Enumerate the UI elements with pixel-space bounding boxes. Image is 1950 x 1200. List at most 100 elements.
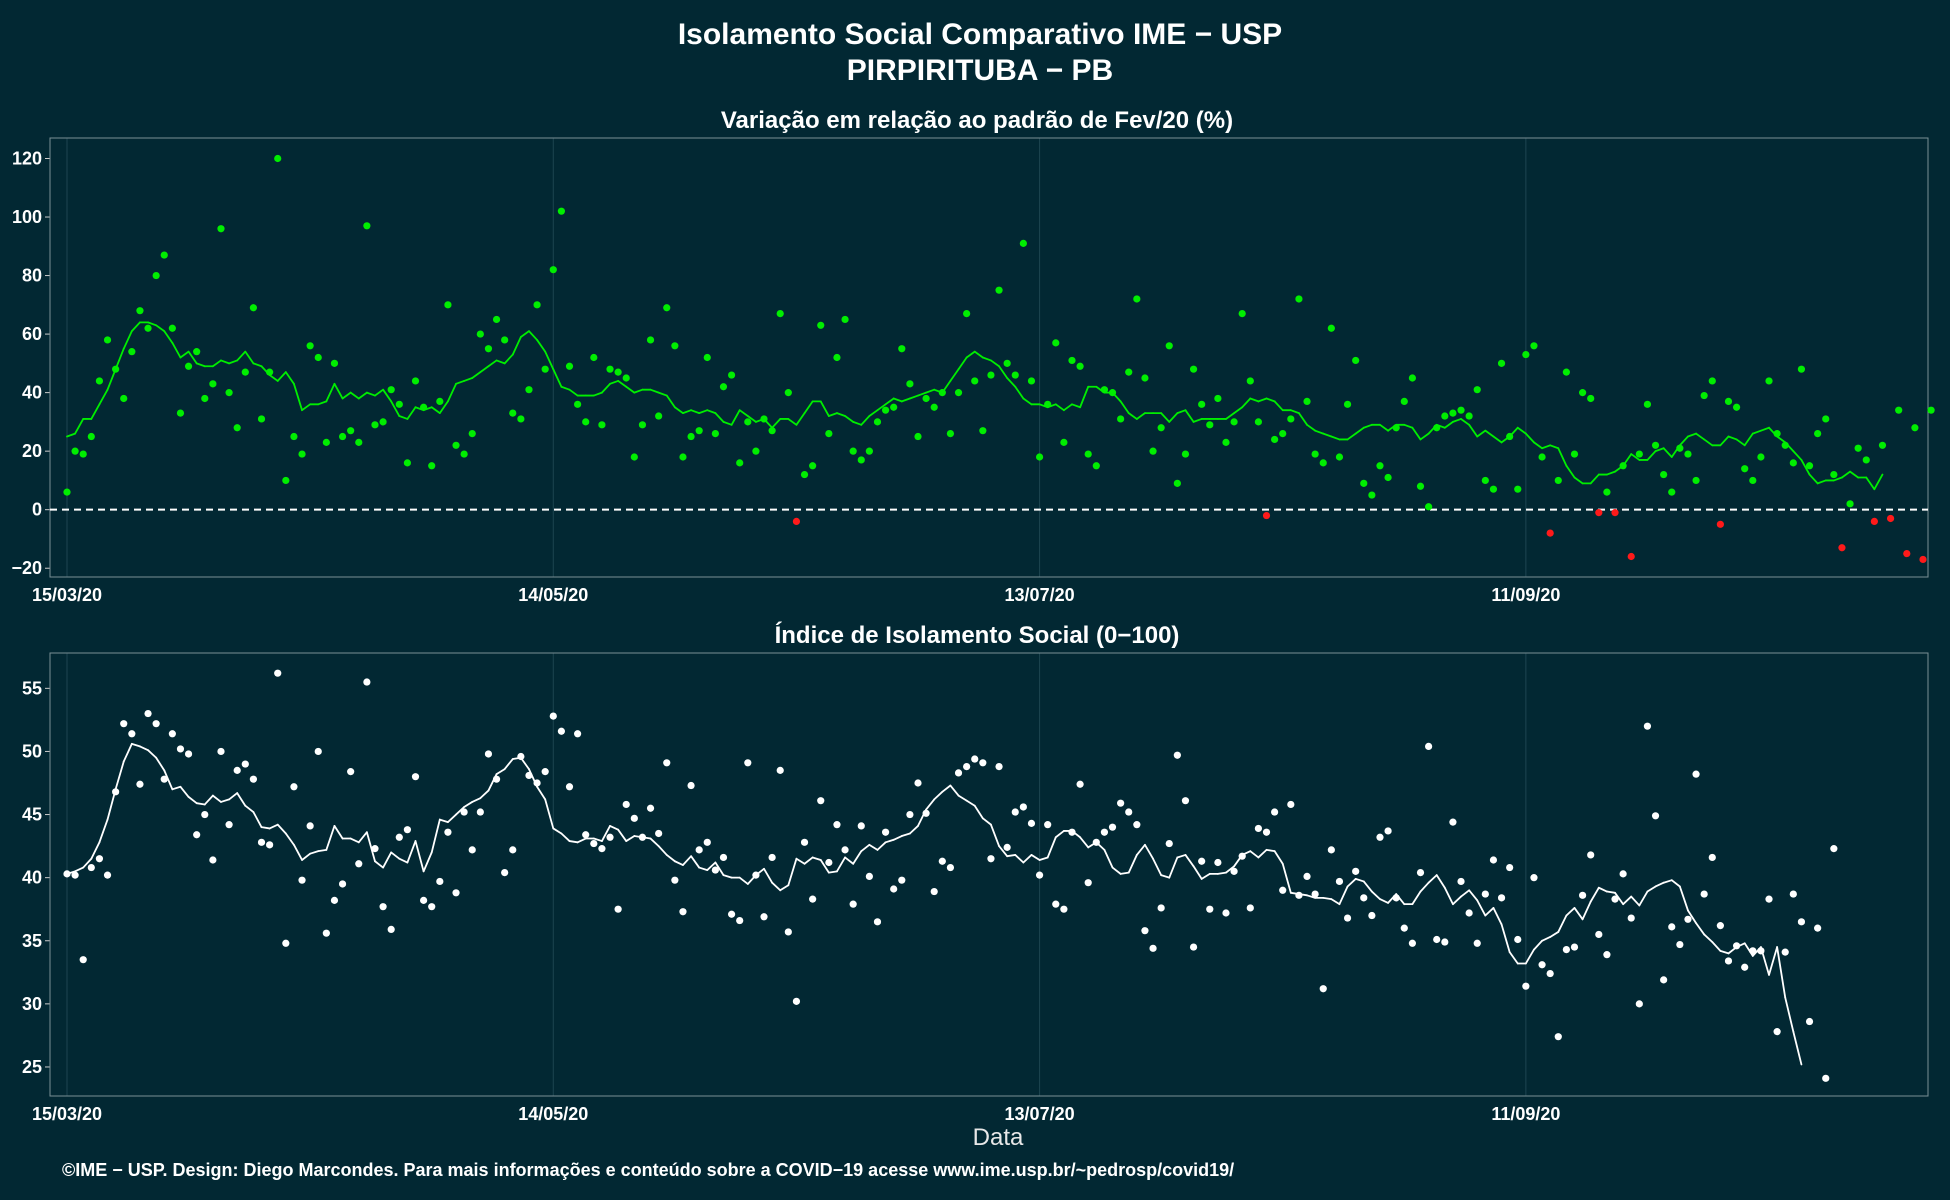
moving-average-segment	[1492, 435, 1503, 444]
data-point	[492, 775, 501, 783]
x-tick-label: 13/07/20	[1005, 585, 1075, 605]
data-point	[565, 783, 574, 791]
moving-average-segment	[106, 368, 117, 391]
moving-average-segment	[1516, 426, 1527, 435]
moving-average-segment	[528, 330, 538, 341]
data-point	[1627, 914, 1635, 922]
data-point	[1149, 447, 1157, 455]
moving-average-segment	[479, 365, 490, 374]
data-point	[557, 727, 565, 735]
moving-average-segment	[1646, 450, 1657, 461]
moving-average-segment	[260, 826, 271, 830]
moving-average-segment	[1144, 843, 1154, 860]
moving-average-segment	[74, 866, 85, 873]
data-point	[1830, 845, 1838, 853]
data-point	[671, 342, 679, 350]
data-point	[1660, 470, 1668, 479]
moving-average-segment	[827, 870, 838, 874]
data-point	[590, 839, 598, 848]
data-point	[298, 450, 306, 458]
data-point	[1027, 819, 1036, 827]
moving-average-segment	[1630, 895, 1641, 907]
data-point	[784, 928, 792, 936]
moving-average-segment	[74, 418, 85, 435]
moving-average-segment	[1322, 896, 1333, 901]
moving-average-segment	[1176, 409, 1187, 415]
data-point	[1343, 914, 1352, 922]
data-point	[1846, 500, 1854, 508]
data-point	[1822, 1074, 1830, 1082]
moving-average-segment	[422, 851, 433, 873]
data-point	[1489, 485, 1498, 493]
data-point	[71, 447, 79, 455]
data-point	[1457, 406, 1465, 414]
moving-average-segment	[1622, 895, 1633, 906]
moving-average-segment	[195, 802, 206, 806]
moving-average-segment	[601, 825, 611, 842]
data-point	[379, 418, 387, 426]
data-point	[1060, 905, 1068, 913]
moving-average-segment	[1533, 441, 1543, 450]
data-point	[136, 780, 144, 788]
data-point	[1643, 400, 1652, 408]
data-point	[193, 831, 201, 839]
data-point	[95, 377, 104, 385]
data-point	[987, 371, 995, 379]
moving-average-segment	[147, 749, 158, 759]
moving-average-segment	[1703, 438, 1714, 447]
data-point	[1035, 453, 1044, 461]
moving-average-segment	[1832, 476, 1843, 482]
moving-average-segment	[1573, 907, 1584, 921]
moving-average-segment	[1168, 412, 1179, 423]
moving-average-segment	[1768, 946, 1779, 976]
moving-average-segment	[66, 432, 77, 438]
data-point	[484, 750, 493, 758]
data-point	[849, 447, 857, 455]
data-point	[1619, 870, 1627, 878]
data-point	[1262, 511, 1271, 520]
data-point	[1068, 828, 1076, 836]
data-point	[209, 856, 217, 864]
moving-average-segment	[447, 382, 457, 403]
y-tick-label: 45	[22, 805, 42, 825]
data-point	[752, 871, 760, 879]
data-point	[727, 910, 736, 918]
data-point	[1238, 310, 1246, 318]
moving-average-segment	[1841, 470, 1851, 479]
moving-average-segment	[1484, 907, 1495, 917]
data-point	[1489, 856, 1498, 864]
moving-average-segment	[325, 382, 336, 403]
data-point	[103, 336, 112, 344]
data-point	[1903, 549, 1911, 558]
moving-average-segment	[1314, 429, 1325, 435]
moving-average-segment	[1541, 444, 1552, 450]
moving-average-segment	[811, 856, 822, 861]
moving-average-segment	[957, 356, 968, 371]
data-point	[1797, 918, 1806, 926]
moving-average-segment	[1435, 874, 1446, 889]
data-point	[549, 266, 557, 274]
y-tick-label: 40	[22, 383, 42, 403]
data-point	[1157, 424, 1165, 432]
data-point	[1570, 943, 1579, 951]
moving-average-segment	[1168, 856, 1179, 879]
data-point	[395, 400, 403, 408]
plot-frame	[49, 137, 1929, 578]
data-point	[517, 415, 525, 423]
moving-average-segment	[122, 742, 133, 763]
moving-average-segment	[1533, 939, 1543, 951]
moving-average-segment	[771, 418, 782, 429]
moving-average-segment	[965, 350, 976, 359]
moving-average-segment	[455, 806, 466, 816]
data-point	[890, 403, 898, 411]
moving-average-segment	[179, 350, 190, 359]
data-point	[184, 750, 193, 758]
data-point	[817, 797, 825, 805]
moving-average-segment	[1735, 438, 1746, 447]
moving-average-segment	[1452, 895, 1462, 906]
moving-average-segment	[560, 385, 571, 391]
moving-average-segment	[365, 831, 376, 863]
moving-average-segment	[609, 825, 620, 831]
data-point	[63, 488, 71, 496]
data-point	[1052, 900, 1060, 908]
